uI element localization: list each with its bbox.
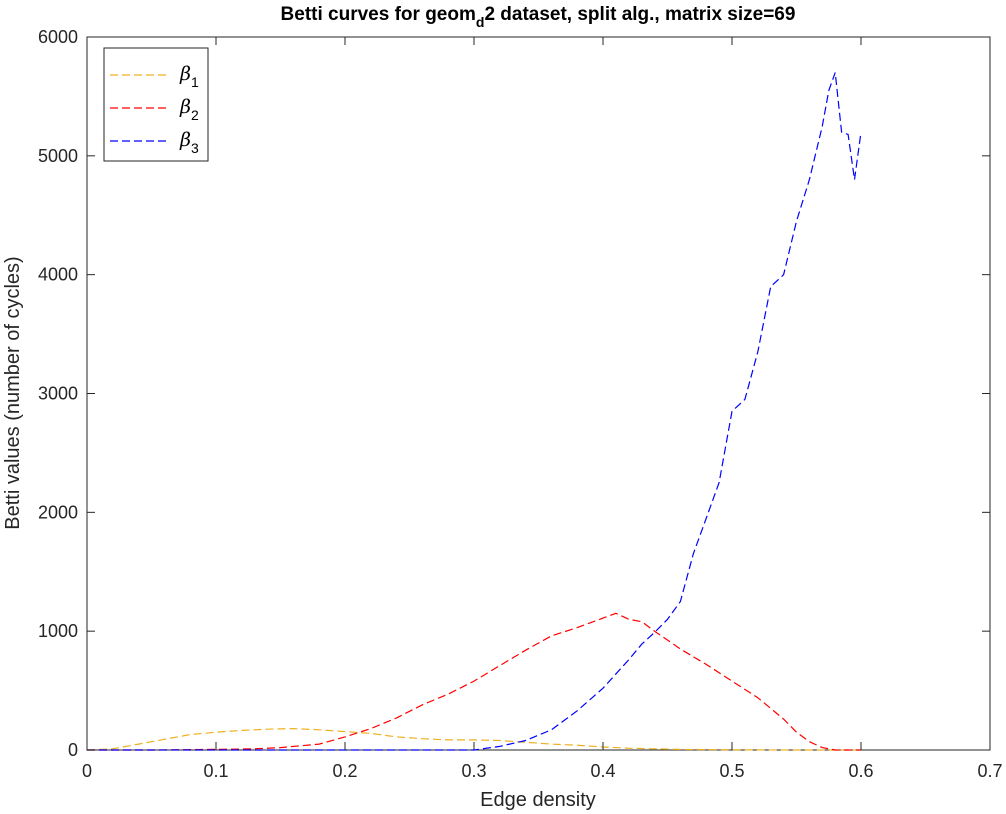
x-tick-label: 0.4 (590, 761, 615, 781)
legend: β1 β2 β3 (103, 47, 209, 162)
series-layer (86, 72, 862, 751)
series-line-beta-3 (87, 72, 862, 751)
x-tick-label: 0 (82, 761, 92, 781)
legend-label-beta-2: β2 (179, 96, 199, 123)
y-axis-ticks: 0 1000 2000 3000 4000 5000 6000 (38, 27, 990, 760)
y-tick-label: 6000 (38, 27, 78, 47)
chart-title: Betti curves for geomd2 dataset, split a… (281, 4, 796, 30)
legend-box (103, 47, 209, 162)
series-line-beta-2 (87, 612, 861, 751)
y-tick-label: 0 (68, 740, 78, 760)
y-tick-label: 2000 (38, 502, 78, 522)
legend-label-beta-1: β1 (179, 63, 199, 90)
legend-entries: β1 β2 β3 (110, 63, 199, 156)
y-tick-label: 3000 (38, 384, 78, 404)
y-tick-label: 5000 (38, 146, 78, 166)
x-tick-label: 0.5 (719, 761, 744, 781)
y-axis-label: Betti values (number of cycles) (2, 256, 24, 529)
legend-label-beta-3: β3 (179, 129, 199, 156)
x-tick-label: 0.2 (332, 761, 357, 781)
series-line-beta-1 (86, 727, 861, 751)
y-tick-label: 1000 (38, 621, 78, 641)
x-tick-label: 0.6 (848, 761, 873, 781)
x-tick-label: 0.3 (461, 761, 486, 781)
plot-area (86, 36, 991, 751)
x-tick-label: 0.7 (977, 761, 1002, 781)
y-tick-label: 4000 (38, 265, 78, 285)
x-axis-ticks: 0 0.1 0.2 0.3 0.4 0.5 0.6 0.7 (82, 37, 1003, 781)
x-axis-label: Edge density (480, 789, 596, 811)
x-tick-label: 0.1 (203, 761, 228, 781)
